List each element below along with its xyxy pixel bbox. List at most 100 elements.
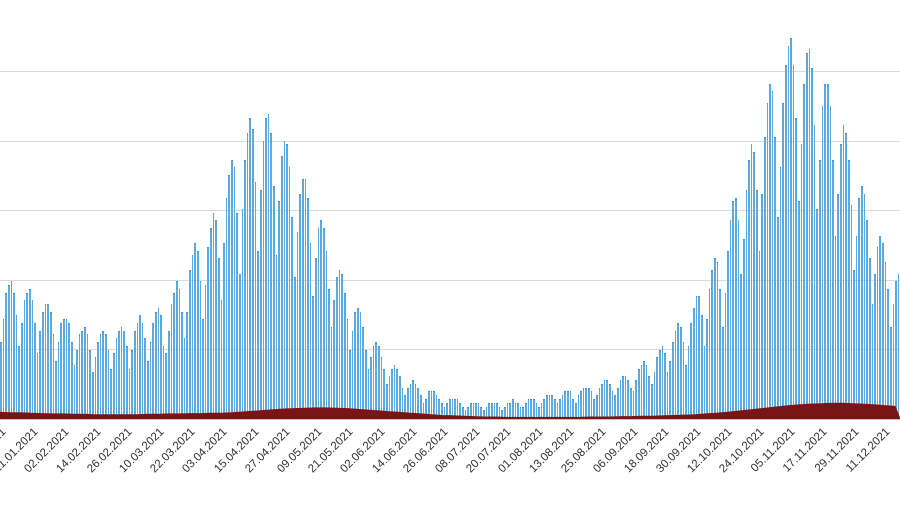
bar	[556, 402, 559, 419]
bar	[721, 326, 724, 419]
bar	[178, 288, 181, 419]
bar	[543, 399, 545, 419]
bar	[110, 368, 112, 419]
bar	[824, 83, 826, 419]
bar	[530, 399, 532, 419]
bar	[462, 406, 464, 419]
bar	[21, 323, 23, 419]
gridline	[0, 140, 900, 142]
bar	[585, 387, 587, 419]
bar	[637, 368, 640, 419]
bar	[401, 387, 404, 419]
gridline	[0, 349, 900, 351]
bar	[577, 395, 580, 419]
bar	[519, 406, 522, 419]
bar	[47, 304, 49, 419]
bar	[39, 330, 41, 419]
bar	[840, 144, 842, 419]
bar	[535, 402, 538, 419]
bar	[606, 380, 608, 419]
bar	[651, 383, 653, 419]
bar	[884, 262, 887, 419]
bar	[18, 345, 20, 419]
bar	[517, 402, 519, 419]
bar	[299, 193, 301, 419]
bar	[262, 140, 265, 419]
bar	[748, 159, 750, 419]
bar	[231, 159, 233, 419]
bar	[31, 300, 34, 419]
bar	[149, 342, 152, 419]
bar	[498, 406, 501, 419]
bar	[643, 361, 645, 419]
bar	[99, 334, 102, 419]
bar	[328, 288, 330, 419]
bar	[220, 300, 223, 419]
bar	[317, 228, 320, 419]
bar	[630, 387, 632, 419]
bar	[162, 345, 165, 419]
bar	[131, 349, 133, 419]
bar	[790, 38, 792, 419]
bar	[769, 83, 771, 419]
bar	[441, 402, 443, 419]
bar	[798, 201, 800, 419]
bar	[157, 307, 160, 419]
bar	[501, 410, 503, 419]
bar	[761, 193, 763, 419]
bar	[863, 193, 866, 419]
bar	[357, 307, 359, 419]
bar	[784, 64, 787, 419]
bar	[832, 159, 834, 419]
bar	[700, 315, 703, 419]
bar	[152, 323, 154, 419]
bar	[653, 372, 656, 419]
bar	[897, 273, 900, 419]
bar	[186, 311, 188, 419]
bar	[112, 353, 115, 419]
bar	[480, 406, 482, 419]
bar	[698, 296, 700, 419]
bar	[7, 285, 10, 419]
bar	[238, 273, 241, 419]
bar	[624, 376, 627, 419]
bar	[367, 368, 370, 419]
bar	[774, 136, 776, 419]
bar	[782, 102, 784, 419]
bar	[354, 311, 356, 419]
bar	[425, 399, 427, 419]
bar	[267, 114, 270, 419]
bar	[210, 228, 212, 419]
bar	[126, 345, 128, 419]
bar	[144, 338, 146, 419]
bar	[858, 197, 860, 419]
bar	[475, 402, 477, 419]
bar	[42, 311, 44, 419]
bar	[695, 296, 698, 419]
bar	[26, 292, 28, 419]
bar	[233, 167, 236, 419]
bar	[582, 387, 585, 419]
bar	[312, 296, 314, 419]
bar	[469, 402, 472, 419]
bar	[868, 258, 871, 419]
bar	[309, 243, 312, 419]
bar	[388, 376, 391, 419]
bar	[341, 273, 343, 419]
bar	[430, 391, 433, 419]
bar	[493, 402, 496, 419]
bar	[703, 345, 706, 419]
bar	[241, 209, 244, 419]
bar	[580, 391, 582, 419]
bar	[412, 380, 414, 419]
bar	[422, 402, 425, 419]
bar	[496, 402, 498, 419]
bar	[679, 326, 682, 419]
bar	[740, 273, 742, 419]
bar	[170, 304, 173, 419]
bar	[89, 349, 91, 419]
bar	[207, 247, 209, 419]
bar	[223, 243, 225, 419]
bar	[359, 311, 362, 419]
